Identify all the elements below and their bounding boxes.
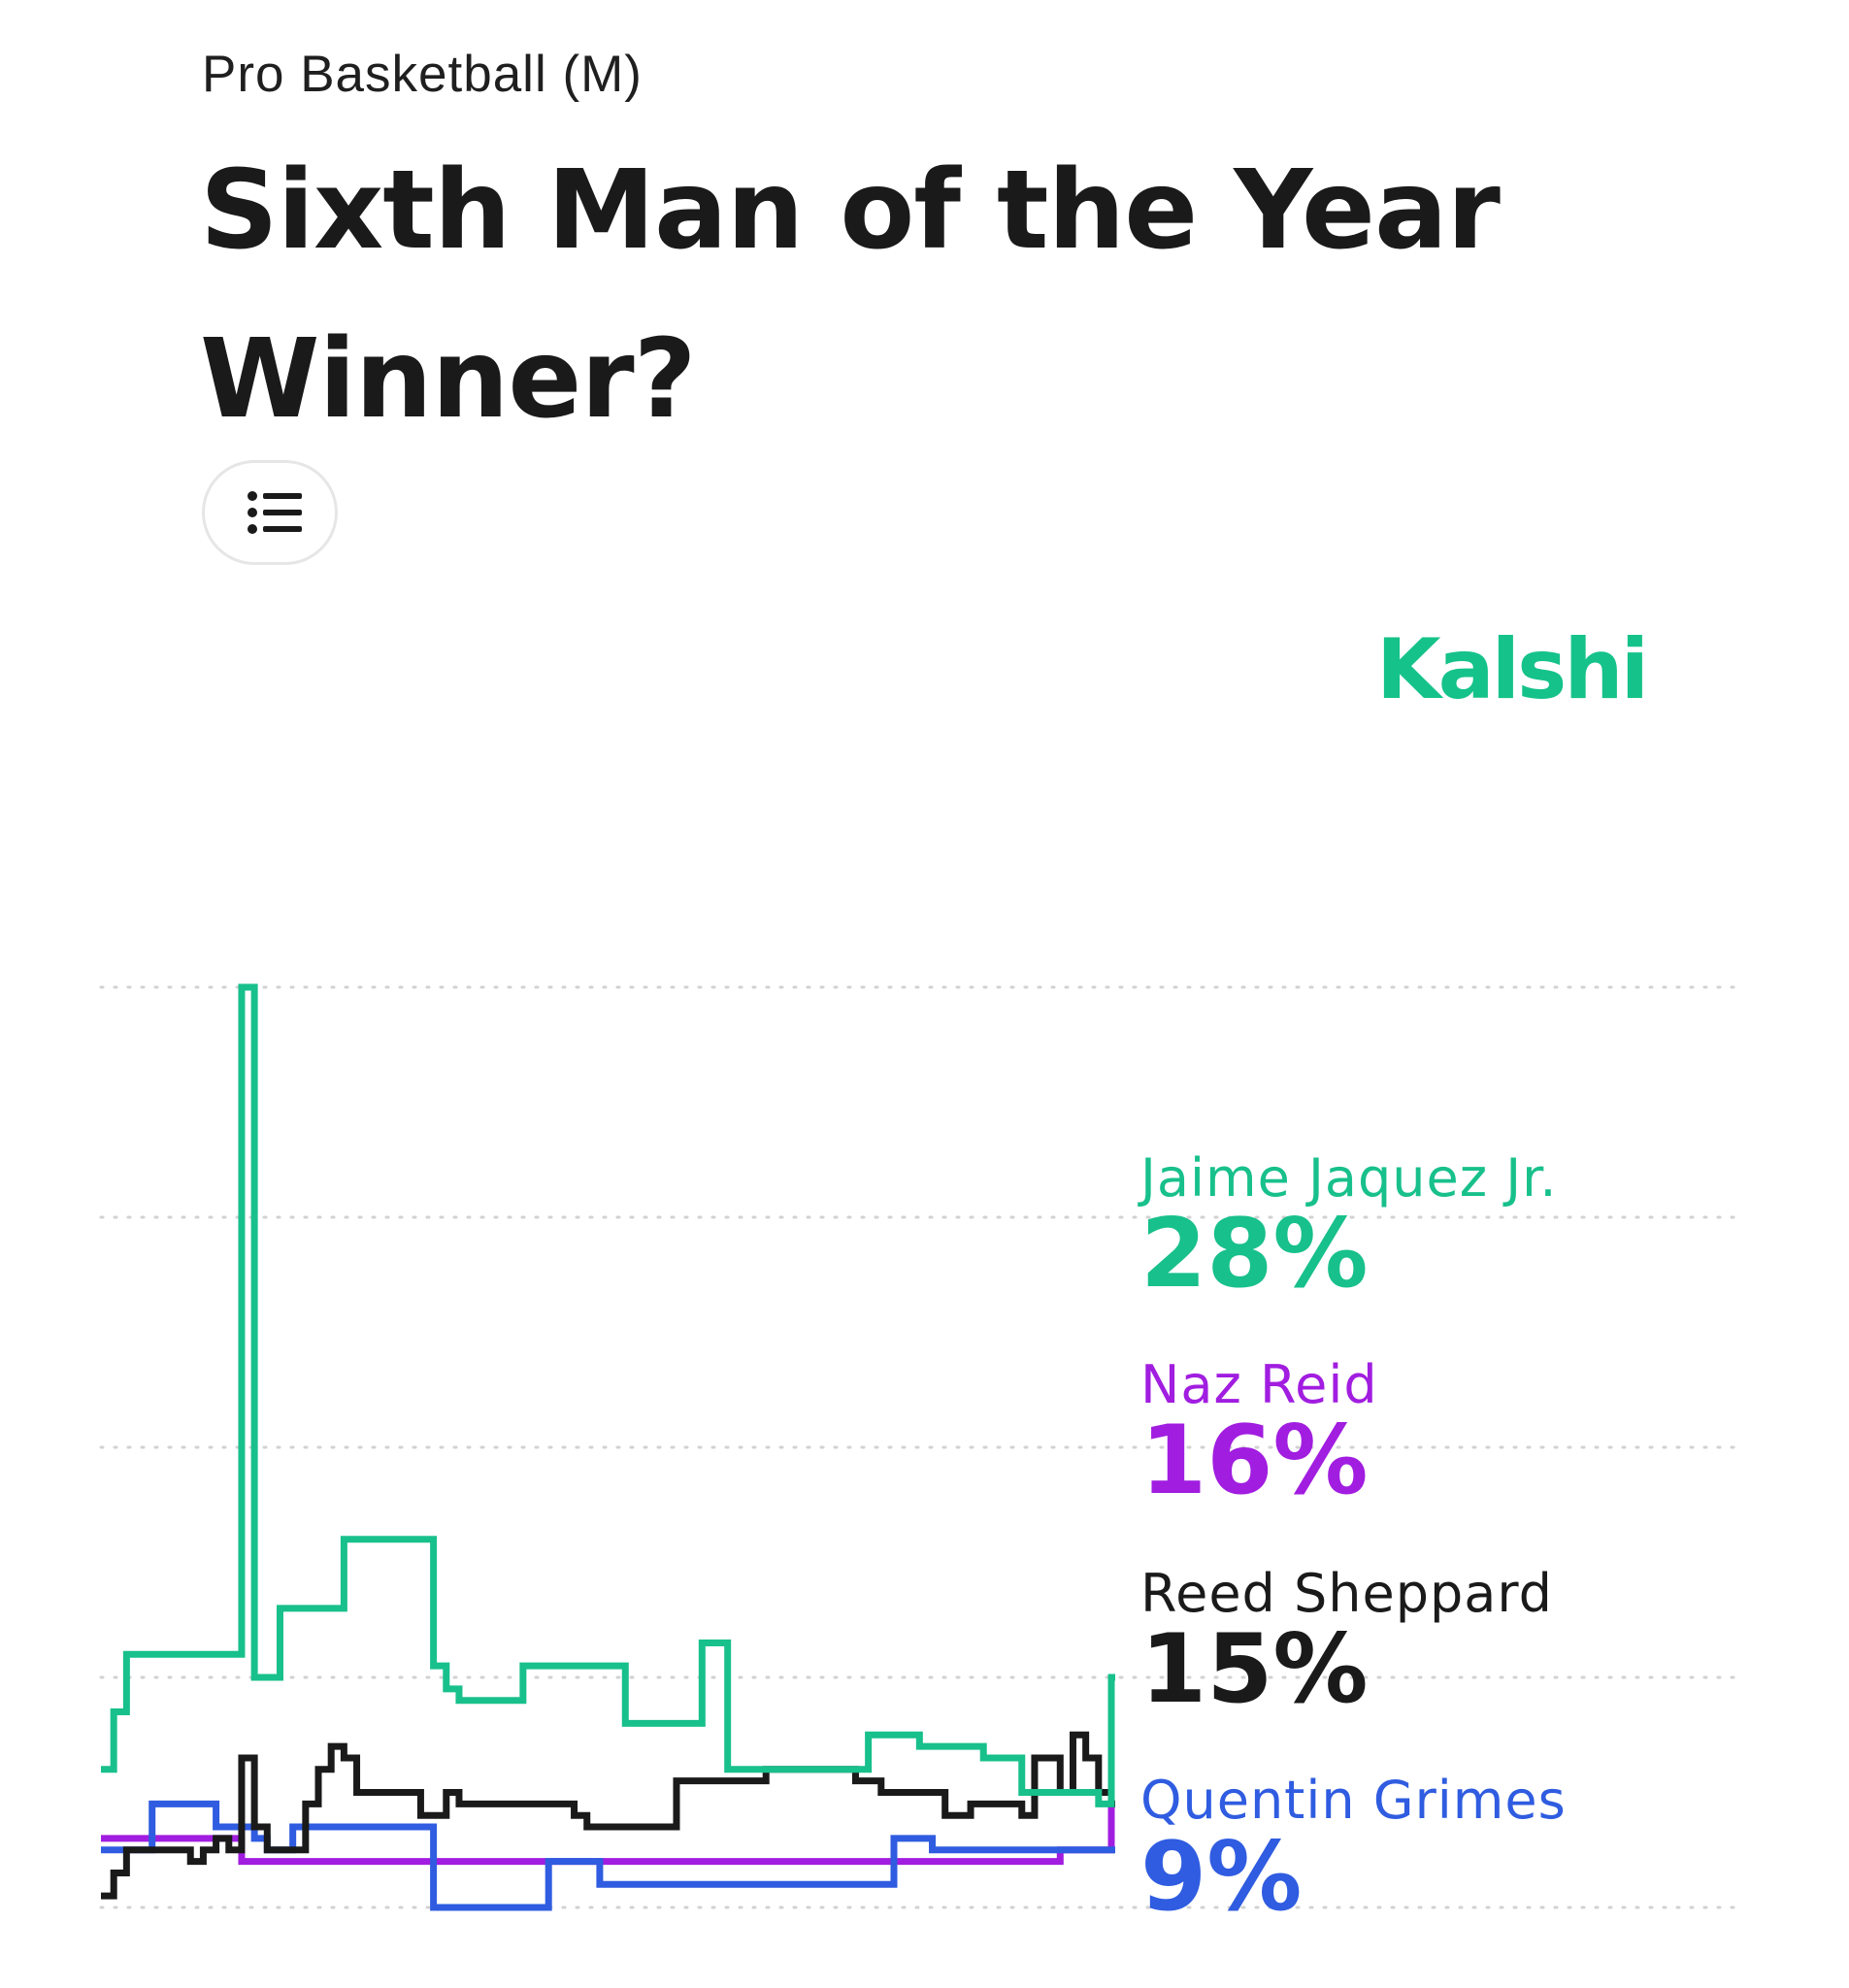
series-line-naz-reid (101, 1800, 1115, 1866)
market-category: Pro Basketball (M) (202, 46, 643, 103)
series-value-jaime-jaquez-jr: 28% (1140, 1199, 1369, 1309)
series-line-reed-sheppard (101, 1731, 1115, 1900)
series-line-jaime-jaquez-jr (101, 983, 1115, 1807)
list-view-button[interactable] (202, 460, 338, 565)
series-line-quentin-grimes (101, 1800, 1115, 1911)
series-value-quentin-grimes: 9% (1140, 1822, 1302, 1933)
series-name-jaime-jaquez-jr: Jaime Jaquez Jr. (1138, 1147, 1558, 1209)
series-name-quentin-grimes: Quentin Grimes (1140, 1770, 1567, 1831)
series-value-naz-reid: 16% (1140, 1406, 1369, 1516)
kalshi-logo: Kalshi (1376, 621, 1649, 718)
list-icon (248, 491, 302, 534)
chart-gridlines (99, 985, 1739, 1909)
chart-series-lines (101, 983, 1115, 1911)
page-title: Sixth Man of the Year Winner? (200, 148, 1501, 443)
series-name-naz-reid: Naz Reid (1140, 1354, 1378, 1415)
series-value-reed-sheppard: 15% (1140, 1614, 1369, 1725)
series-name-reed-sheppard: Reed Sheppard (1140, 1563, 1553, 1624)
